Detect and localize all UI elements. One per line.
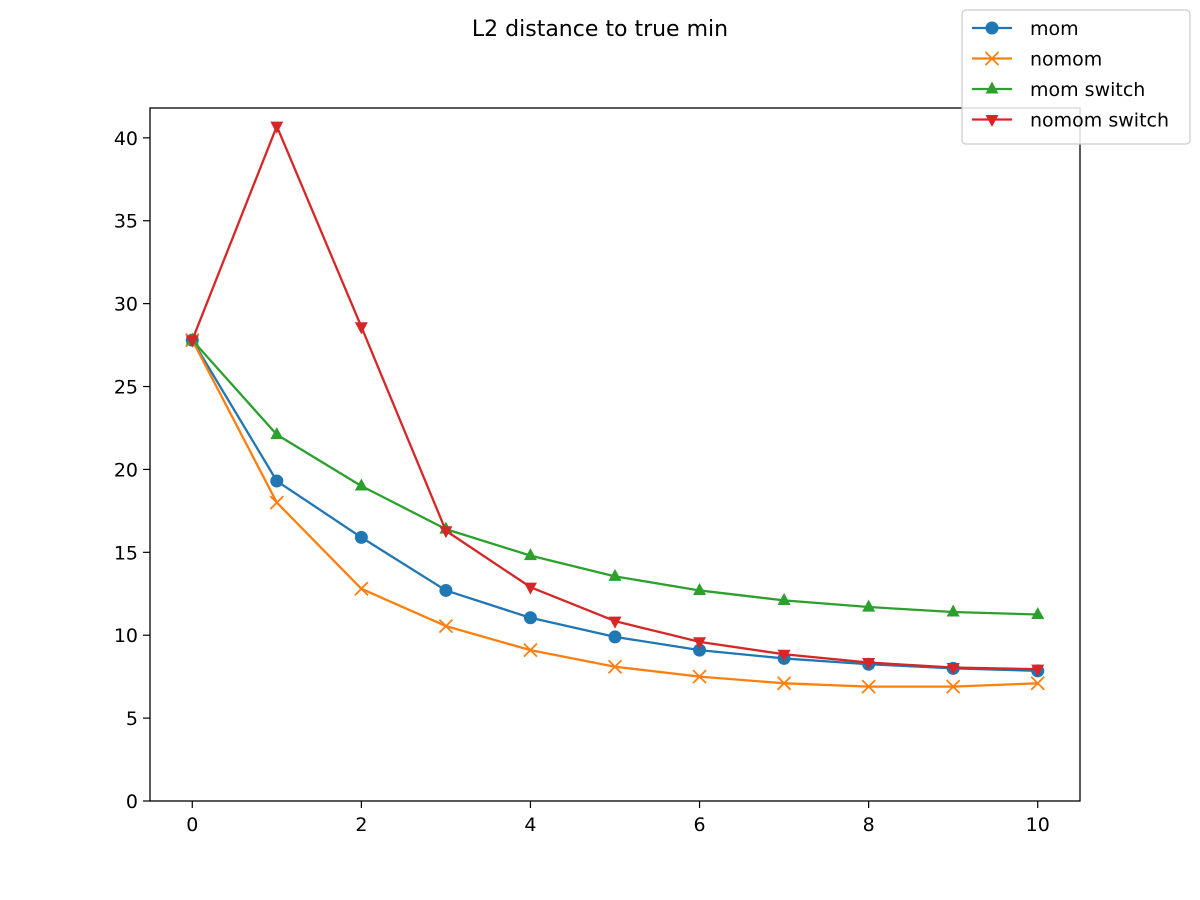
data-point-nomom-switch [608,616,622,629]
data-point-nomom [607,659,623,674]
legend-label: mom [1030,18,1079,40]
data-point-nomom-switch [777,649,791,662]
legend-marker [985,21,999,35]
data-point-mom-switch [354,478,368,491]
legend-label: mom switch [1030,79,1145,101]
data-point-mom [354,530,368,544]
x-tick-label: 6 [693,814,705,836]
data-point-mom [270,474,284,488]
data-point-nomom-switch [523,582,537,595]
data-point-nomom [269,495,284,510]
legend-entry-mom-switch: mom switch [972,79,1145,101]
legend-entry-mom: mom [972,18,1079,40]
series-nomom-switch [185,121,1045,677]
data-point-nomom-switch [354,322,368,335]
y-axis: 0 5 10 15 20 25 30 35 40 [114,128,150,813]
data-point-nomom [438,618,454,634]
legend-label: nomom switch [1030,110,1169,132]
legend: mom nomom mom switch nomom switch [961,9,1191,145]
data-point-nomom [1030,676,1045,691]
y-tick-label: 5 [126,708,138,730]
legend-box [961,9,1191,145]
data-point-nomom [354,581,369,596]
plot-area: 0 2 4 6 8 10 0 5 10 15 20 25 30 35 40 [114,107,1081,836]
y-tick-label: 15 [114,542,138,564]
data-point-nomom-switch [185,335,199,348]
data-point-nomom-switch [1031,664,1045,677]
legend-entry-nomom: nomom [972,49,1102,71]
y-tick-label: 0 [126,791,138,813]
data-point-mom [523,611,537,625]
y-tick-label: 35 [114,211,138,233]
legend-entry-nomom-switch: nomom switch [972,110,1169,132]
legend-marker [985,114,999,127]
x-axis: 0 2 4 6 8 10 [186,801,1050,836]
data-point-nomom [523,642,538,658]
data-point-mom [608,630,622,644]
legend-marker [984,51,1000,66]
x-tick-label: 10 [1026,814,1050,836]
data-point-mom-switch [693,582,707,595]
y-tick-label: 30 [114,294,138,316]
data-point-mom-switch [608,568,622,581]
data-point-nomom-switch [946,662,960,676]
data-point-nomom [692,669,707,684]
x-tick-label: 8 [863,814,875,836]
data-point-mom [693,643,707,657]
series-nomom [185,332,1045,694]
y-tick-label: 20 [114,459,138,481]
data-point-mom-switch [946,604,960,617]
data-point-nomom [946,679,961,694]
x-tick-label: 2 [355,814,367,836]
data-point-nomom-switch [693,637,707,650]
data-point-mom [439,583,453,597]
data-point-mom-switch [270,427,284,440]
data-point-mom-switch [1031,607,1045,620]
data-point-nomom-switch [439,526,453,539]
data-point-nomom-switch [270,121,284,134]
chart-title: L2 distance to true min [472,17,728,42]
legend-marker [985,81,999,94]
y-tick-label: 25 [114,377,138,399]
data-point-nomom [776,676,792,691]
y-tick-label: 10 [114,625,138,647]
data-point-mom-switch [862,599,876,612]
series-mom-switch [185,332,1045,620]
axes-frame [149,107,1081,802]
x-tick-label: 4 [524,814,536,836]
data-point-mom-switch [777,592,791,605]
data-point-nomom-switch [862,658,876,671]
data-point-mom-switch [523,548,537,561]
legend-label: nomom [1030,49,1102,71]
data-point-nomom [861,679,876,694]
x-tick-label: 0 [186,814,198,836]
y-tick-label: 40 [114,128,138,150]
